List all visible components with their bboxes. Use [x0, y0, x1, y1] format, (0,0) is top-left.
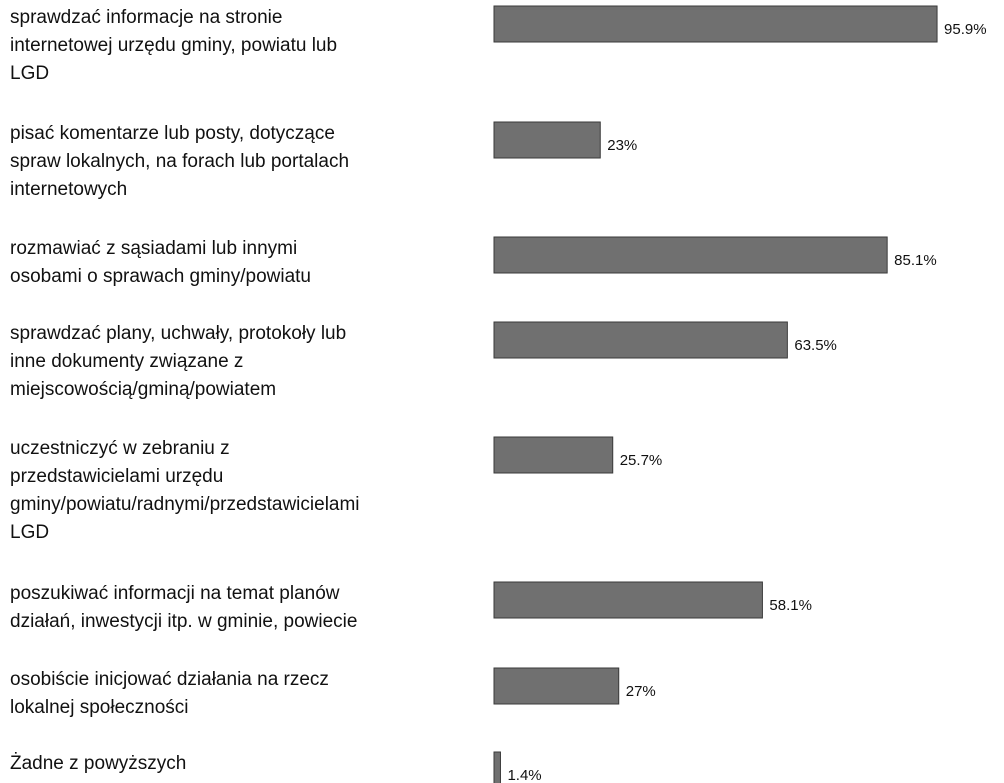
value-label: 58.1% — [769, 597, 812, 614]
bar — [493, 667, 620, 705]
value-label: 27% — [626, 683, 656, 700]
bar — [493, 236, 888, 274]
category-label: poszukiwać informacji na temat planów dz… — [10, 583, 358, 632]
bar — [493, 751, 501, 783]
category-label: sprawdzać plany, uchwały, protokoły lub … — [10, 323, 347, 400]
bar — [493, 121, 601, 159]
bar — [493, 5, 938, 43]
bar — [493, 581, 763, 619]
value-label: 85.1% — [894, 252, 937, 269]
value-label: 95.9% — [944, 21, 987, 38]
value-label: 23% — [607, 137, 637, 154]
bar — [493, 436, 614, 474]
category-label: rozmawiać z sąsiadami lub innymi osobami… — [10, 238, 311, 287]
value-label: 1.4% — [507, 767, 541, 783]
category-label: uczestniczyć w zebraniu z przedstawiciel… — [10, 438, 360, 543]
category-label: sprawdzać informacje na stronie internet… — [10, 7, 338, 84]
category-label: Żadne z powyższych — [10, 753, 187, 774]
bar — [493, 321, 788, 359]
value-label: 25.7% — [620, 452, 663, 469]
value-label: 63.5% — [794, 337, 837, 354]
category-label: pisać komentarze lub posty, dotyczące sp… — [10, 123, 350, 200]
category-label: osobiście inicjować działania na rzecz l… — [10, 669, 329, 718]
